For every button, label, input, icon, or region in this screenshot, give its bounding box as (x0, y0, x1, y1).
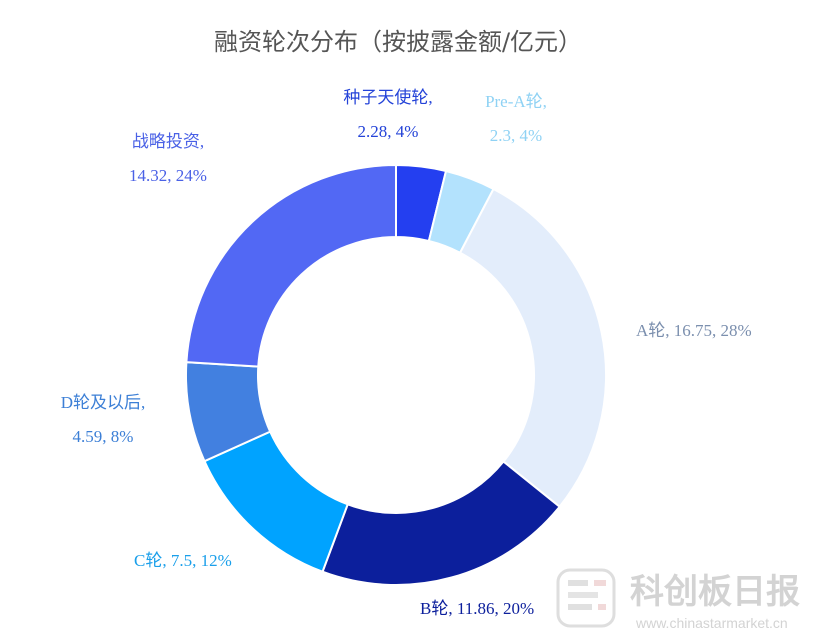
slice-value-label-0: 2.28, 4% (358, 122, 419, 141)
slice-label-1: Pre-A轮, (485, 92, 547, 111)
slice-value-label-1: 2.3, 4% (490, 126, 542, 145)
slice-labels: 种子天使轮, 2.28, 4% Pre-A轮, 2.3, 4% A轮, 16.75, 2… (61, 87, 752, 618)
watermark-url: www.chinastarmarket.cn (635, 615, 788, 631)
watermark: 科创板日报 www.chinastarmarket.cn (556, 568, 800, 631)
slice-value-label-6: 14.32, 24% (129, 166, 207, 185)
slice-label-3: B轮, 11.86, 20% (420, 599, 534, 618)
watermark-text: 科创板日报 (630, 572, 800, 612)
slice-label-0: 种子天使轮, (343, 87, 432, 107)
donut-slice-6 (185, 163, 397, 368)
slice-label-6: 战略投资, (132, 132, 204, 151)
donut-slices (185, 163, 607, 586)
slice-label-5: D轮及以后, (61, 393, 146, 412)
slice-label-2: A轮, 16.75, 28% (636, 321, 752, 340)
slice-label-4: C轮, 7.5, 12% (134, 551, 232, 570)
chart-title: 融资轮次分布（按披露金额/亿元） (214, 28, 582, 56)
slice-value-label-5: 4.59, 8% (73, 427, 134, 446)
watermark-logo-icon (556, 568, 616, 628)
donut-slice-2 (458, 187, 607, 509)
donut-slice-3 (321, 460, 561, 586)
